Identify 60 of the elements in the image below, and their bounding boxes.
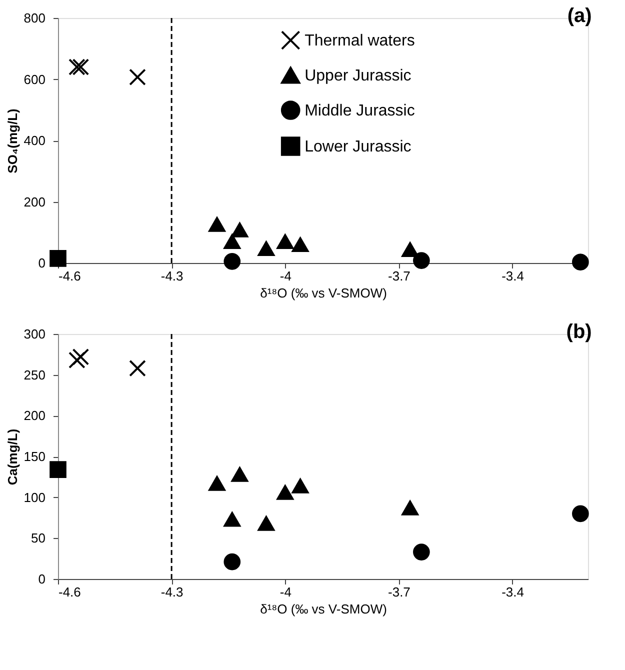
x-tick-label: -4.6: [58, 268, 81, 284]
x-axis-title: δ¹⁸O (‰ vs V-SMOW): [260, 286, 387, 300]
point: [208, 216, 226, 232]
y-tick-label: 400: [24, 133, 46, 148]
point: [72, 58, 90, 76]
point: [224, 553, 241, 570]
point: [258, 516, 275, 531]
y-tick-label: 150: [24, 449, 46, 464]
x-tick-label: -4.3: [160, 584, 184, 600]
point: [572, 505, 589, 522]
point: [50, 461, 66, 478]
y-tick-label: 600: [24, 72, 46, 87]
y-tick-label: 0: [38, 256, 46, 270]
point: [292, 237, 309, 252]
x-tick-label: -3.4: [502, 584, 524, 600]
point: [413, 252, 430, 269]
point: [292, 478, 309, 494]
x-tick-label: -4.6: [58, 584, 81, 600]
point: [224, 253, 241, 270]
y-axis-title: Ca(mg/L): [4, 428, 20, 486]
x-tick-label: -4: [280, 584, 292, 600]
y-tick-label: 250: [24, 367, 46, 382]
point: [402, 242, 418, 257]
point: [276, 485, 294, 500]
x-tick-label: -3.7: [388, 584, 410, 600]
point: [258, 241, 275, 256]
y-axis-title: SO₄(mg/L): [4, 108, 20, 174]
point: [224, 234, 241, 249]
point: [572, 254, 589, 270]
point: [402, 500, 418, 516]
point: [50, 250, 66, 267]
y-tick-label: 50: [31, 530, 46, 546]
point: [231, 222, 248, 238]
point: [72, 348, 90, 366]
legend-label: Upper Jurassic: [304, 67, 412, 84]
x-tick-label: -3.7: [388, 268, 410, 284]
chart-title: (a): [567, 5, 592, 27]
y-tick-label: 800: [24, 10, 46, 26]
point: [276, 234, 294, 249]
y-tick-label: 0: [38, 572, 46, 586]
y-tick-label: 200: [24, 194, 46, 210]
x-tick-label: -4.3: [160, 268, 184, 284]
legend-label: Lower Jurassic: [304, 138, 412, 156]
x-tick-label: -3.4: [502, 268, 524, 284]
y-tick-label: 100: [24, 490, 46, 505]
point: [208, 476, 226, 491]
point: [129, 68, 146, 86]
legend-label: Middle Jurassic: [304, 102, 415, 120]
x-axis-title: δ¹⁸O (‰ vs V-SMOW): [260, 602, 387, 616]
y-tick-label: 200: [24, 408, 46, 424]
y-tick-label: 300: [24, 326, 46, 342]
point: [413, 544, 430, 560]
point: [129, 360, 146, 377]
point: [68, 352, 86, 369]
point: [224, 512, 241, 527]
chart-title: (b): [566, 321, 592, 343]
x-tick-label: -4: [280, 268, 292, 284]
point: [68, 58, 86, 76]
point: [231, 467, 248, 482]
legend-label: Thermal waters: [304, 32, 415, 50]
